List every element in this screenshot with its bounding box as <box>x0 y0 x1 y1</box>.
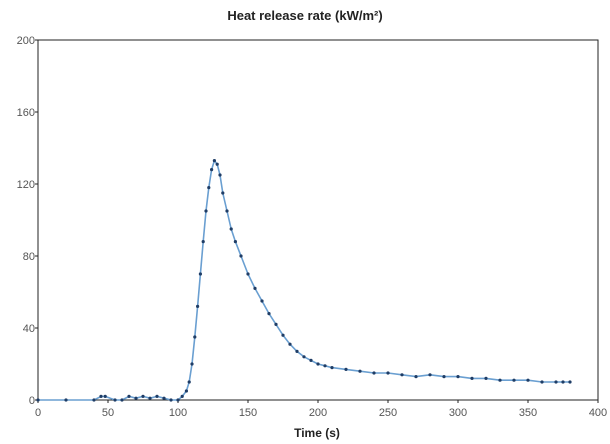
data-point <box>193 335 197 339</box>
data-point <box>184 389 188 393</box>
data-point <box>180 394 184 398</box>
data-point <box>162 396 166 400</box>
data-point <box>221 191 225 195</box>
data-point <box>302 355 306 359</box>
data-point <box>190 362 194 366</box>
data-point <box>316 362 320 366</box>
data-point <box>428 373 432 377</box>
data-point <box>218 173 222 177</box>
y-tick-label: 40 <box>23 323 35 335</box>
data-point <box>207 186 211 190</box>
data-point <box>309 358 313 362</box>
data-point <box>568 380 572 384</box>
data-point <box>141 394 145 398</box>
data-point <box>267 312 271 316</box>
data-point <box>148 396 152 400</box>
data-point <box>99 394 103 398</box>
plot-frame <box>37 39 599 401</box>
data-point <box>260 299 264 303</box>
data-point <box>554 380 558 384</box>
data-point <box>274 322 278 326</box>
data-point <box>103 394 107 398</box>
data-point <box>113 398 117 402</box>
data-point <box>295 349 299 353</box>
data-point <box>225 209 229 213</box>
data-point <box>239 254 243 258</box>
data-point <box>456 375 460 379</box>
x-tick-label: 150 <box>239 407 257 419</box>
x-tick-label: 300 <box>449 407 467 419</box>
data-point <box>155 394 159 398</box>
y-tick-label: 200 <box>17 35 35 47</box>
data-point <box>201 240 205 244</box>
x-tick-label: 50 <box>102 407 114 419</box>
data-point <box>442 375 446 379</box>
y-tick-label: 0 <box>29 395 35 407</box>
y-tick-label: 80 <box>23 251 35 263</box>
data-point <box>196 304 200 308</box>
data-point <box>526 378 530 382</box>
data-point <box>120 398 124 402</box>
x-tick-label: 200 <box>309 407 327 419</box>
data-point <box>484 376 488 380</box>
data-point <box>323 364 327 368</box>
data-point <box>127 394 131 398</box>
data-point <box>176 398 180 402</box>
data-point <box>512 378 516 382</box>
data-point <box>187 380 191 384</box>
y-tick-label: 160 <box>17 107 35 119</box>
data-point <box>64 398 68 402</box>
data-point <box>386 371 390 375</box>
data-point <box>210 168 214 172</box>
data-point <box>169 398 173 402</box>
data-point <box>414 375 418 379</box>
data-point <box>204 209 208 213</box>
data-point <box>358 369 362 373</box>
data-point <box>198 272 202 276</box>
y-tick-label: 120 <box>17 179 35 191</box>
data-point <box>229 227 233 231</box>
data-point <box>253 286 257 290</box>
data-point <box>281 333 285 337</box>
x-axis-label: Time (s) <box>294 426 340 440</box>
data-point <box>372 371 376 375</box>
data-point <box>215 162 219 166</box>
x-tick-label: 0 <box>35 407 41 419</box>
data-point <box>344 367 348 371</box>
data-point <box>212 159 216 163</box>
x-tick-label: 350 <box>519 407 537 419</box>
data-point <box>561 380 565 384</box>
data-point <box>540 380 544 384</box>
x-tick-label: 400 <box>589 407 607 419</box>
data-point <box>134 396 138 400</box>
data-point <box>400 373 404 377</box>
data-point <box>36 398 40 402</box>
data-point <box>498 378 502 382</box>
data-point <box>470 376 474 380</box>
data-point <box>92 398 96 402</box>
series-line <box>38 159 570 401</box>
data-point <box>246 272 250 276</box>
chart-title: Heat release rate (kW/m²) <box>227 8 383 23</box>
data-point <box>288 342 292 346</box>
data-point <box>330 366 334 370</box>
x-tick-label: 100 <box>169 407 187 419</box>
x-tick-label: 250 <box>379 407 397 419</box>
data-point <box>233 240 237 244</box>
